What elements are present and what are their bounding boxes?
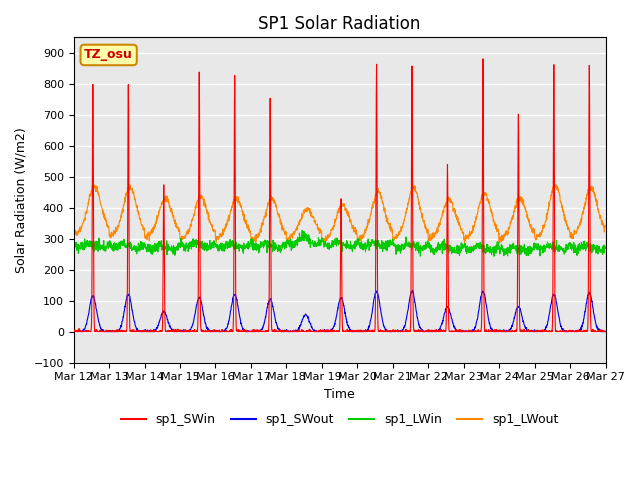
- Line: sp1_LWout: sp1_LWout: [74, 185, 605, 243]
- sp1_SWout: [355, 328, 363, 334]
- Text: TZ_osu: TZ_osu: [84, 48, 133, 61]
- sp1_SWin: [494, 327, 502, 333]
- sp1_SWout: [70, 329, 77, 335]
- sp1_SWout: [70, 329, 77, 335]
- sp1_LWout: [70, 232, 77, 238]
- sp1_SWout: [602, 329, 609, 335]
- sp1_SWin: [555, 328, 563, 334]
- sp1_SWin: [479, 56, 487, 62]
- sp1_LWout: [570, 232, 577, 238]
- sp1_LWin: [367, 244, 374, 250]
- sp1_SWin: [355, 329, 362, 335]
- sp1_SWout: [570, 328, 577, 334]
- sp1_SWout: [555, 313, 563, 319]
- Title: SP1 Solar Radiation: SP1 Solar Radiation: [259, 15, 420, 33]
- sp1_LWout: [218, 233, 226, 239]
- sp1_LWin: [602, 244, 609, 250]
- sp1_LWout: [248, 240, 256, 246]
- sp1_SWin: [366, 329, 374, 335]
- Line: sp1_SWout: sp1_SWout: [74, 290, 605, 332]
- sp1_LWin: [490, 253, 498, 259]
- sp1_SWout: [367, 318, 374, 324]
- sp1_LWout: [602, 223, 609, 228]
- sp1_SWin: [70, 329, 77, 335]
- sp1_LWin: [298, 228, 306, 233]
- sp1_LWout: [555, 190, 563, 195]
- sp1_SWin: [218, 329, 226, 335]
- sp1_LWout: [367, 211, 374, 216]
- sp1_SWin: [570, 328, 577, 334]
- sp1_SWin: [602, 329, 609, 335]
- sp1_SWout: [494, 329, 502, 335]
- sp1_LWin: [555, 245, 563, 251]
- X-axis label: Time: Time: [324, 388, 355, 401]
- Y-axis label: Solar Radiation (W/m2): Solar Radiation (W/m2): [15, 127, 28, 273]
- Legend: sp1_SWin, sp1_SWout, sp1_LWin, sp1_LWout: sp1_SWin, sp1_SWout, sp1_LWin, sp1_LWout: [116, 408, 563, 431]
- Line: sp1_SWin: sp1_SWin: [74, 59, 605, 332]
- sp1_SWout: [218, 329, 226, 335]
- sp1_LWin: [70, 242, 77, 248]
- Line: sp1_LWin: sp1_LWin: [74, 230, 605, 256]
- sp1_LWin: [494, 242, 502, 248]
- sp1_LWout: [355, 236, 363, 242]
- sp1_LWout: [494, 228, 502, 233]
- sp1_LWin: [355, 236, 363, 241]
- sp1_LWin: [570, 250, 577, 256]
- sp1_LWout: [126, 182, 134, 188]
- sp1_LWin: [218, 245, 226, 251]
- sp1_SWout: [409, 288, 417, 293]
